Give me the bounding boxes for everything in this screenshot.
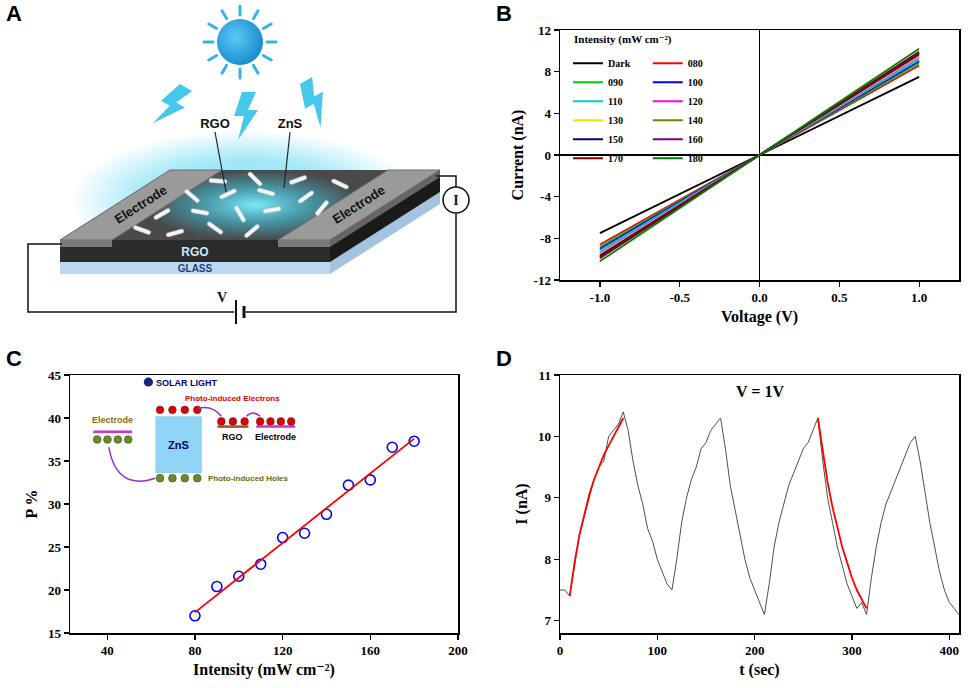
svg-text:Intensity (mW cm⁻²): Intensity (mW cm⁻²)	[574, 33, 672, 46]
svg-text:300: 300	[842, 643, 862, 658]
svg-text:I (nA): I (nA)	[513, 483, 531, 524]
svg-text:V = 1V: V = 1V	[736, 383, 784, 400]
svg-text:RGO: RGO	[222, 432, 243, 442]
svg-text:35: 35	[48, 454, 62, 469]
svg-text:Electrode: Electrode	[330, 182, 388, 226]
svg-text:-8: -8	[540, 231, 551, 246]
svg-text:P %: P %	[23, 490, 40, 519]
svg-text:15: 15	[48, 626, 62, 641]
svg-text:Intensity (mW cm⁻²): Intensity (mW cm⁻²)	[193, 661, 335, 679]
svg-text:0.5: 0.5	[831, 290, 848, 305]
svg-text:30: 30	[48, 497, 61, 512]
svg-text:Electrode: Electrode	[112, 182, 170, 226]
svg-text:12: 12	[538, 23, 551, 38]
svg-text:40: 40	[101, 643, 114, 658]
svg-text:Photo-induced Electrons: Photo-induced Electrons	[185, 394, 280, 403]
svg-text:GLASS: GLASS	[178, 263, 213, 274]
svg-text:9: 9	[544, 490, 551, 505]
svg-text:Current (nA): Current (nA)	[509, 110, 527, 201]
svg-text:100: 100	[688, 77, 703, 88]
svg-text:11: 11	[539, 368, 551, 383]
svg-text:-4: -4	[540, 189, 551, 204]
svg-text:I: I	[453, 193, 458, 208]
html-text:C: C	[6, 346, 22, 371]
svg-text:RGO: RGO	[181, 245, 208, 259]
svg-text:0.0: 0.0	[751, 290, 767, 305]
svg-text:45: 45	[48, 368, 62, 383]
svg-text:RGO: RGO	[200, 116, 230, 131]
svg-text:-12: -12	[534, 273, 551, 288]
svg-text:Photo-induced Holes: Photo-induced Holes	[208, 474, 289, 483]
svg-text:Electrode: Electrode	[92, 415, 133, 425]
svg-text:0: 0	[544, 148, 551, 163]
svg-text:170: 170	[608, 153, 623, 164]
html-text:B: B	[496, 1, 512, 26]
svg-text:SOLAR LIGHT: SOLAR LIGHT	[156, 378, 217, 388]
svg-text:25: 25	[48, 540, 62, 555]
svg-text:100: 100	[648, 643, 668, 658]
svg-text:7: 7	[544, 613, 551, 628]
html-text:D: D	[496, 346, 512, 371]
svg-text:130: 130	[608, 115, 623, 126]
svg-text:150: 150	[608, 134, 623, 145]
svg-text:80: 80	[188, 643, 201, 658]
svg-text:Voltage (V): Voltage (V)	[721, 308, 798, 326]
svg-text:200: 200	[745, 643, 765, 658]
svg-text:8: 8	[544, 64, 551, 79]
svg-text:200: 200	[448, 643, 468, 658]
svg-text:1.0: 1.0	[911, 290, 927, 305]
svg-text:40: 40	[48, 411, 61, 426]
svg-text:Electrode: Electrode	[255, 432, 296, 442]
svg-text:140: 140	[688, 115, 703, 126]
svg-text:090: 090	[608, 77, 623, 88]
svg-text:t (sec): t (sec)	[739, 661, 779, 679]
svg-text:110: 110	[608, 96, 622, 107]
svg-text:180: 180	[688, 153, 703, 164]
html-text:A: A	[6, 1, 22, 26]
svg-text:-0.5: -0.5	[669, 290, 690, 305]
svg-text:120: 120	[688, 96, 703, 107]
svg-text:4: 4	[544, 106, 551, 121]
svg-text:120: 120	[273, 643, 293, 658]
svg-text:20: 20	[48, 583, 61, 598]
svg-text:8: 8	[544, 552, 551, 567]
svg-text:V: V	[217, 290, 227, 305]
svg-text:160: 160	[688, 134, 703, 145]
svg-text:-1.0: -1.0	[590, 290, 611, 305]
svg-text:400: 400	[940, 643, 960, 658]
svg-text:ZnS: ZnS	[278, 116, 303, 131]
svg-text:ZnS: ZnS	[168, 439, 189, 451]
svg-text:0: 0	[557, 643, 564, 658]
svg-text:160: 160	[361, 643, 381, 658]
svg-text:10: 10	[538, 429, 551, 444]
svg-text:080: 080	[688, 58, 703, 69]
svg-text:Dark: Dark	[608, 58, 631, 69]
